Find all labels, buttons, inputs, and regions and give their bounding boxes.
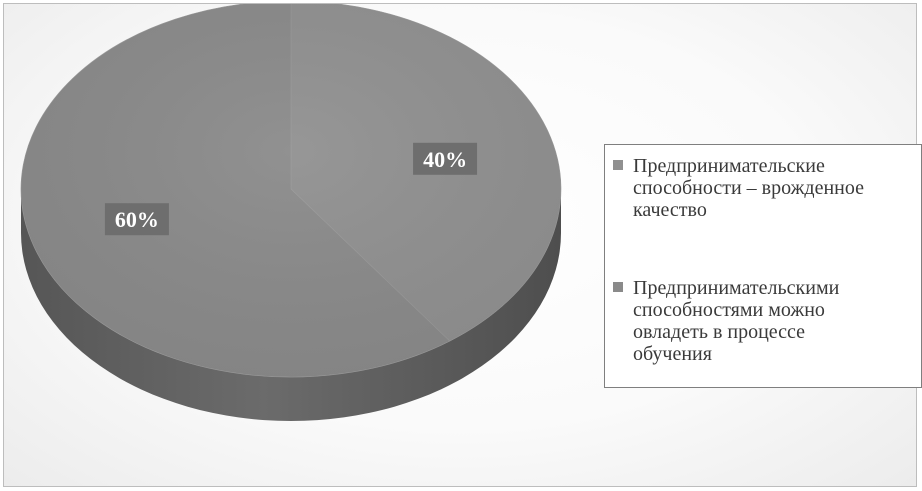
data-label-text-0: 40%	[423, 147, 467, 172]
data-label-1: 60%	[104, 203, 169, 236]
data-label-0: 40%	[413, 142, 478, 175]
legend-label-innate: Предпринимательские способности – врожде…	[633, 155, 864, 221]
pie-slices	[20, 4, 562, 378]
pie-side-wall	[21, 189, 561, 421]
chart-area: 40% 60% Предпринимательские способности –…	[3, 3, 922, 487]
data-label-bg-0	[413, 142, 478, 175]
pie-top-sheen	[21, 4, 561, 377]
legend-marker-innate	[613, 160, 623, 170]
legend-label-learned: Предпринимательскими способностями можно…	[633, 277, 840, 365]
pie-data-labels: 40% 60%	[104, 142, 478, 236]
legend-marker-learned	[613, 282, 623, 292]
pie-chart: 40% 60%	[20, 4, 562, 421]
pie-sides	[21, 189, 561, 421]
data-label-text-1: 60%	[115, 207, 159, 232]
legend: Предпринимательские способности – врожде…	[604, 144, 922, 388]
data-label-bg-1	[104, 203, 169, 236]
